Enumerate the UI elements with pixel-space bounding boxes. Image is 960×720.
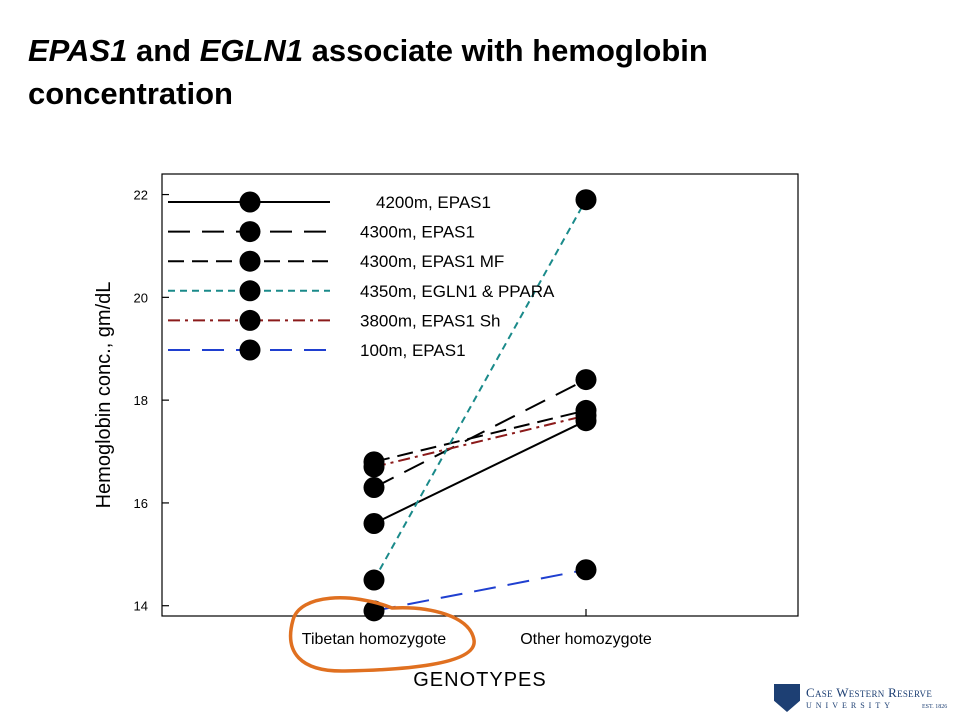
y-axis: 14 16 18 20 22 [134, 188, 169, 614]
legend-swatch-marker-1 [239, 221, 261, 243]
x-tick-label-0: Tibetan homozygote [302, 631, 446, 648]
series-line-2 [373, 409, 587, 463]
legend-swatch-marker-4 [239, 309, 261, 331]
data-point-0-0 [363, 512, 385, 534]
logo-est: EST. 1826 [922, 704, 948, 710]
y-tick-label-20: 20 [134, 290, 148, 305]
legend-label-3: 4350m, EGLN1 & PPARA [360, 282, 555, 301]
legend-swatch-marker-3 [239, 280, 261, 302]
series-line-4 [373, 414, 587, 468]
legend-swatch-marker-0 [239, 191, 261, 213]
series-line-1 [373, 378, 587, 489]
data-point-4-0 [363, 456, 385, 478]
plot-frame [161, 173, 799, 617]
data-point-5-0 [363, 600, 385, 622]
x-axis: Tibetan homozygote Other homozygote [302, 609, 652, 648]
data-point-3-0 [363, 569, 385, 591]
legend-label-2: 4300m, EPAS1 MF [360, 252, 504, 271]
legend-swatch-marker-2 [239, 250, 261, 272]
title-gene-egln1: EGLN1 [199, 33, 304, 68]
y-tick-label-18: 18 [134, 393, 148, 408]
y-tick-label-22: 22 [134, 188, 148, 203]
series-line-5 [373, 568, 587, 612]
data-point-1-0 [363, 477, 385, 499]
shield-icon [774, 684, 800, 712]
legend-label-5: 100m, EPAS1 [360, 341, 466, 360]
data-point-1-1 [575, 369, 597, 391]
data-point-3-1 [575, 189, 597, 211]
university-logo: Case Western Reserve UNIVERSITY EST. 182… [774, 684, 950, 716]
x-tick-label-1: Other homozygote [520, 631, 652, 648]
y-axis-label: Hemoglobin conc., gm/dL [93, 282, 115, 509]
series-points [363, 189, 597, 622]
logo-name: Case Western Reserve [806, 685, 933, 700]
series-line-3 [373, 199, 587, 581]
series-line-0 [373, 419, 587, 525]
legend-label-1: 4300m, EPAS1 [360, 223, 475, 242]
y-tick-label-16: 16 [134, 496, 148, 511]
title-rest: associate with hemoglobin concentration [28, 33, 708, 111]
legend-label-4: 3800m, EPAS1 Sh [360, 311, 501, 330]
title-conjunction: and [127, 33, 200, 68]
hand-drawn-circle-annotation [288, 596, 476, 673]
slide-title: EPAS1 and EGLN1 associate with hemoglobi… [28, 30, 908, 116]
data-point-4-1 [575, 405, 597, 427]
logo-subtitle: UNIVERSITY [806, 701, 894, 710]
y-tick-label-14: 14 [134, 599, 148, 614]
title-gene-epas1: EPAS1 [28, 33, 128, 68]
data-point-5-1 [575, 559, 597, 581]
legend-swatch-marker-5 [239, 339, 261, 361]
legend: 4200m, EPAS1 4300m, EPAS1 4300m, EPAS1 MF 4… [168, 191, 555, 361]
legend-label-0: 4200m, EPAS1 [376, 193, 491, 212]
series-lines [373, 199, 587, 612]
x-axis-label: GENOTYPES [413, 669, 546, 691]
